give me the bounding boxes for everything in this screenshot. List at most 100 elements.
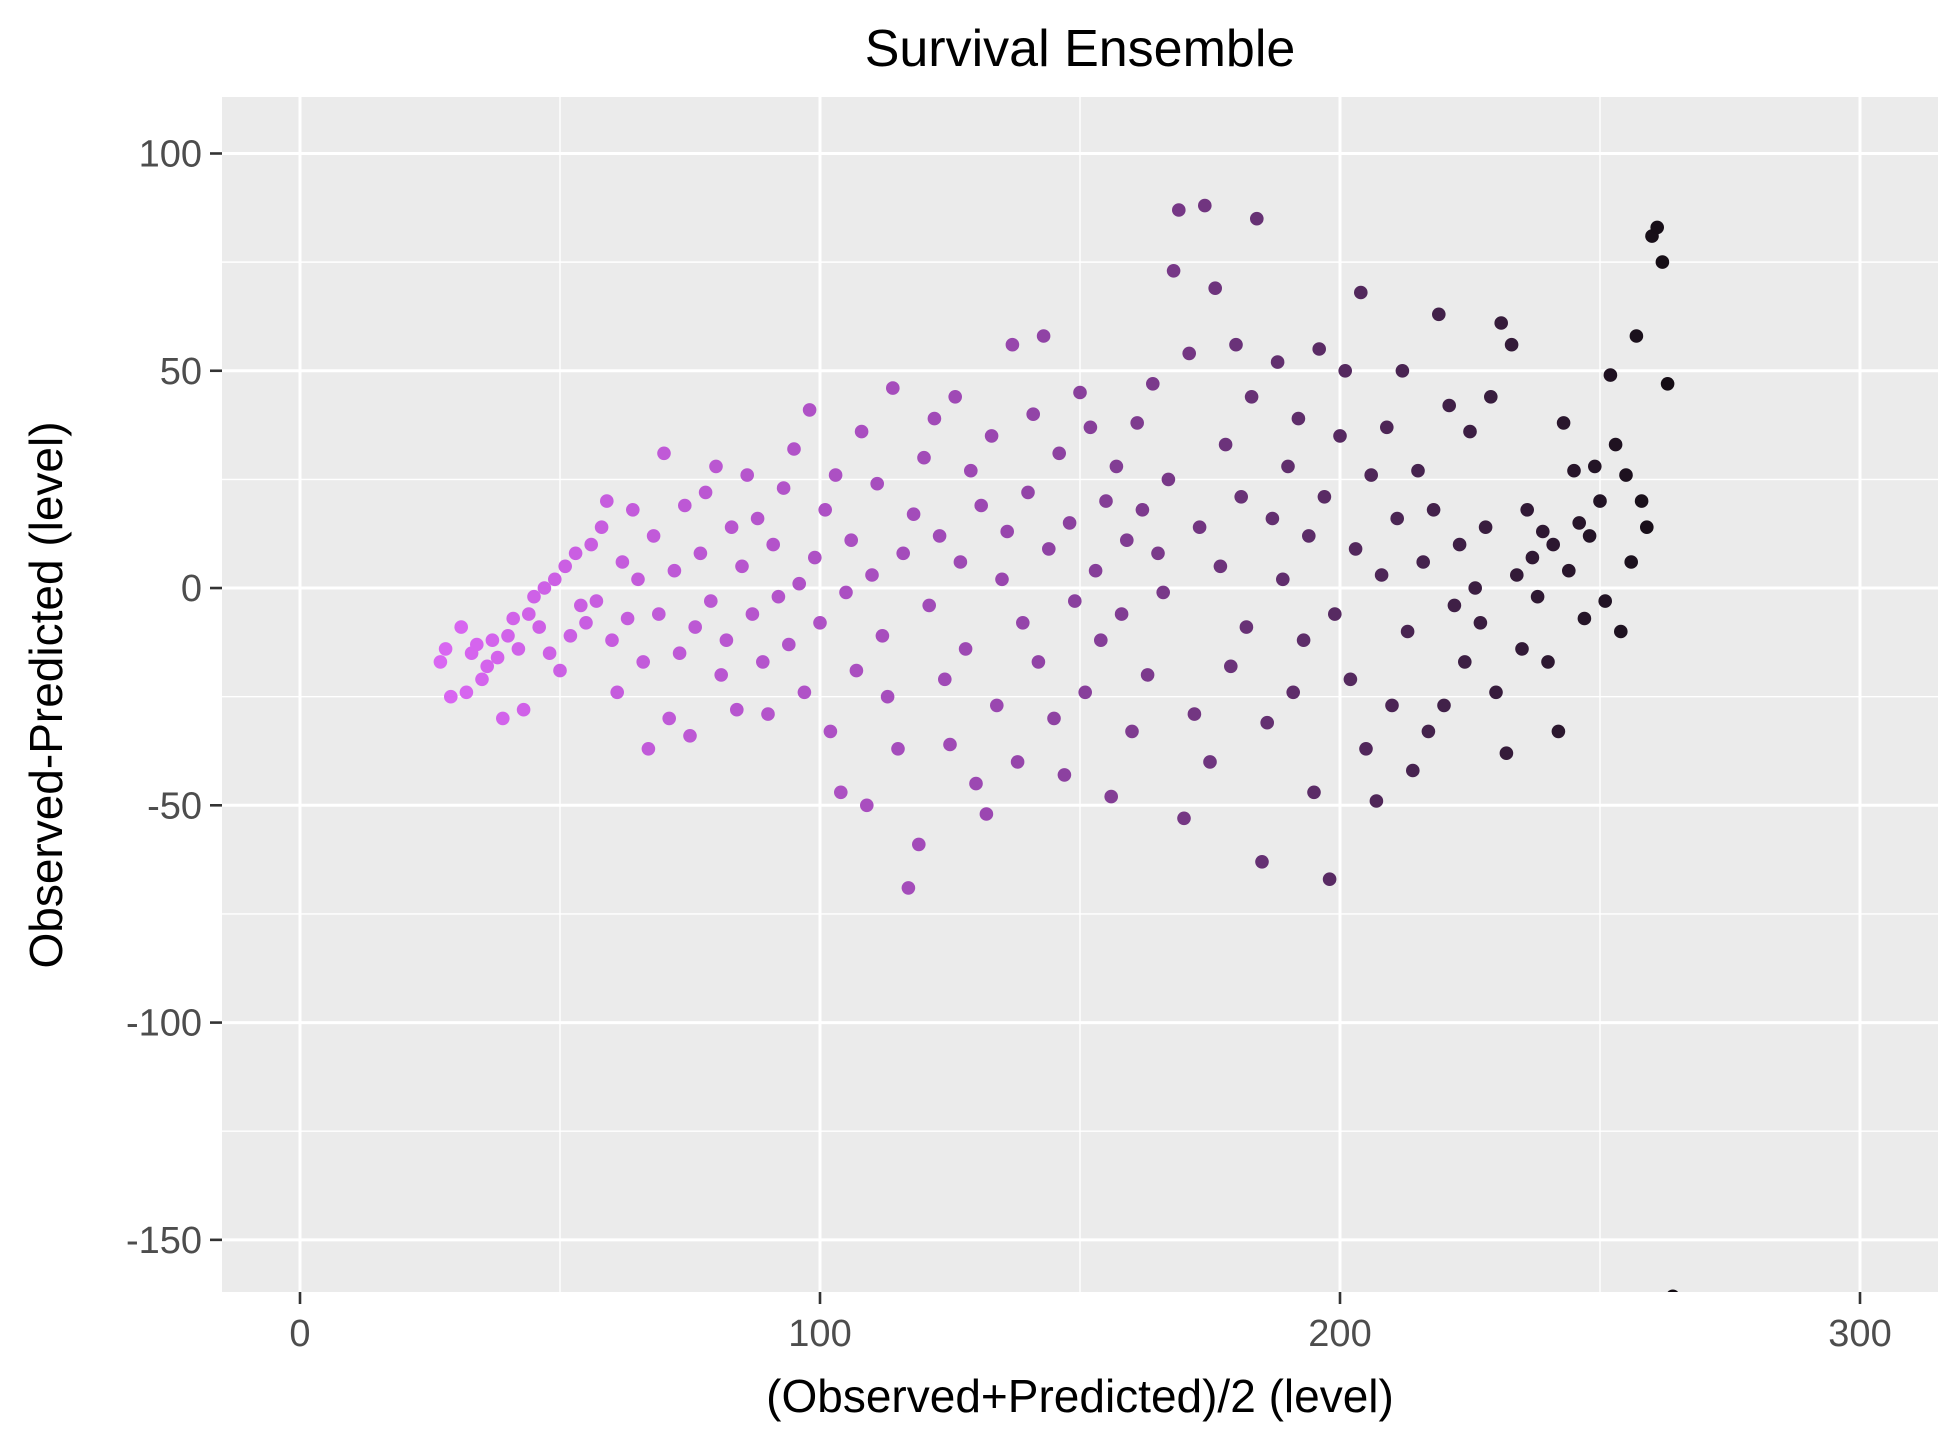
data-point: [1447, 598, 1462, 613]
data-point: [1166, 264, 1181, 278]
data-point: [943, 737, 957, 752]
data-point: [459, 685, 474, 700]
data-point: [1374, 568, 1389, 582]
data-point: [1208, 281, 1222, 296]
data-point: [984, 429, 999, 443]
data-point: [891, 742, 905, 756]
data-point: [1416, 555, 1430, 569]
data-point: [1369, 794, 1384, 808]
data-point: [1562, 563, 1576, 578]
data-point: [1234, 490, 1248, 504]
data-point: [454, 620, 469, 634]
x-tick-label: 300: [1828, 1313, 1891, 1355]
data-point: [932, 529, 947, 543]
data-point: [672, 646, 687, 660]
data-point: [849, 663, 864, 678]
data-point: [709, 459, 723, 474]
data-point: [1244, 390, 1259, 404]
data-point: [1130, 416, 1144, 430]
data-point: [1473, 616, 1488, 630]
data-point: [875, 629, 890, 643]
data-point: [771, 589, 786, 604]
data-point: [1177, 811, 1191, 826]
data-point: [662, 711, 676, 726]
data-point: [979, 807, 994, 821]
data-point: [579, 616, 593, 630]
data-point: [1140, 668, 1155, 682]
data-point: [969, 776, 983, 791]
data-point: [1172, 203, 1186, 217]
data-point: [1572, 516, 1586, 530]
data-point: [912, 837, 926, 852]
data-point: [605, 633, 619, 647]
data-point: [444, 689, 458, 704]
data-point: [1541, 655, 1555, 669]
data-point: [600, 494, 614, 508]
data-point: [1338, 364, 1352, 378]
data-point: [1161, 472, 1176, 487]
y-tick-label: 0: [181, 568, 202, 610]
data-point: [1504, 337, 1519, 352]
data-point: [480, 659, 495, 674]
data-point: [719, 633, 734, 647]
data-point: [828, 468, 843, 482]
data-point: [865, 568, 879, 582]
data-point: [563, 629, 578, 643]
data-point: [1114, 607, 1129, 621]
data-point: [1036, 329, 1051, 343]
data-point: [470, 637, 484, 652]
data-point: [1042, 542, 1056, 556]
data-point: [636, 655, 650, 669]
data-point: [1099, 494, 1113, 508]
data-point: [1525, 550, 1540, 565]
data-point: [553, 663, 567, 678]
data-point: [1364, 468, 1378, 482]
data-point: [1307, 785, 1321, 800]
data-point: [652, 607, 666, 621]
data-point: [1567, 463, 1581, 478]
data-point: [688, 620, 702, 634]
data-point: [1088, 563, 1103, 578]
data-point: [1005, 337, 1020, 352]
data-point: [683, 729, 697, 743]
data-point: [1068, 594, 1082, 608]
data-point: [750, 511, 765, 526]
data-point: [823, 724, 838, 739]
data-point: [1151, 546, 1165, 561]
data-point: [1510, 568, 1524, 582]
data-point: [1530, 589, 1545, 604]
data-points: [433, 198, 1679, 1292]
data-point: [574, 598, 588, 613]
chart-title: Survival Ensemble: [865, 20, 1296, 78]
data-point: [1328, 607, 1342, 621]
data-point: [1359, 742, 1373, 756]
data-point: [1286, 685, 1300, 700]
x-tick-label: 100: [788, 1313, 851, 1355]
data-point: [995, 572, 1009, 587]
data-point: [1057, 768, 1072, 782]
data-point: [730, 702, 744, 717]
data-point: [1640, 520, 1654, 534]
data-point: [1489, 685, 1503, 700]
data-point: [1156, 585, 1170, 600]
data-point: [886, 381, 900, 395]
data-point: [1000, 524, 1014, 539]
data-point: [1312, 342, 1326, 356]
data-point: [1322, 872, 1337, 886]
y-tick-label: -50: [147, 785, 202, 827]
data-point: [1052, 446, 1066, 461]
data-point: [1432, 307, 1446, 322]
data-point: [626, 503, 640, 517]
data-point: [958, 642, 973, 656]
data-point: [568, 546, 583, 561]
y-tick-label: 50: [160, 351, 202, 393]
data-point: [1281, 459, 1295, 474]
data-point: [1551, 724, 1566, 739]
x-tick-label: 200: [1308, 1313, 1371, 1355]
data-point: [506, 611, 520, 626]
data-point: [1224, 659, 1238, 674]
data-point: [880, 689, 895, 704]
data-point: [1094, 633, 1108, 647]
data-point: [657, 446, 671, 461]
data-point: [678, 498, 692, 513]
